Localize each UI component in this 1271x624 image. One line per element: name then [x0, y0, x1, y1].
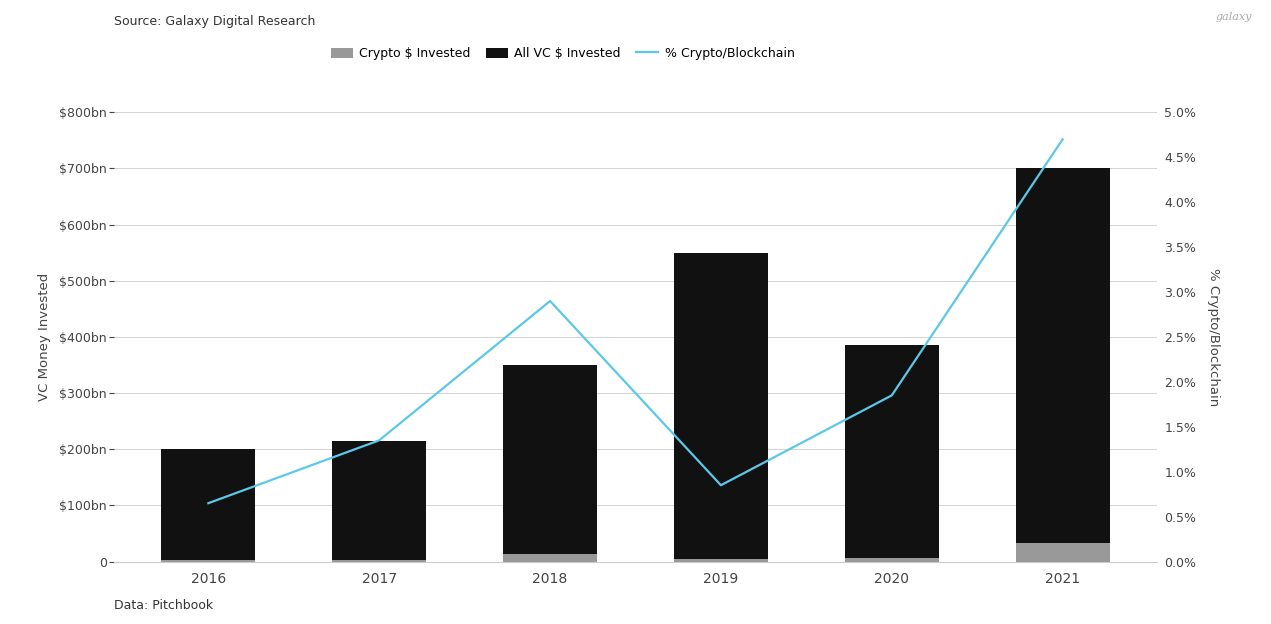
- Bar: [503, 365, 597, 562]
- Bar: [674, 253, 768, 562]
- Bar: [332, 441, 426, 562]
- Text: galaxy: galaxy: [1215, 12, 1252, 22]
- Bar: [845, 346, 939, 562]
- Legend: Crypto $ Invested, All VC $ Invested, % Crypto/Blockchain: Crypto $ Invested, All VC $ Invested, % …: [325, 42, 799, 65]
- Bar: [1016, 168, 1110, 562]
- Bar: [161, 560, 255, 562]
- Bar: [674, 559, 768, 562]
- Text: Source: Galaxy Digital Research: Source: Galaxy Digital Research: [114, 15, 315, 28]
- Bar: [845, 558, 939, 562]
- Bar: [503, 554, 597, 562]
- Bar: [332, 560, 426, 562]
- Text: Data: Pitchbook: Data: Pitchbook: [114, 598, 214, 612]
- Y-axis label: % Crypto/Blockchain: % Crypto/Blockchain: [1207, 268, 1220, 406]
- Bar: [161, 449, 255, 562]
- Y-axis label: VC Money Invested: VC Money Invested: [38, 273, 51, 401]
- Bar: [1016, 543, 1110, 562]
